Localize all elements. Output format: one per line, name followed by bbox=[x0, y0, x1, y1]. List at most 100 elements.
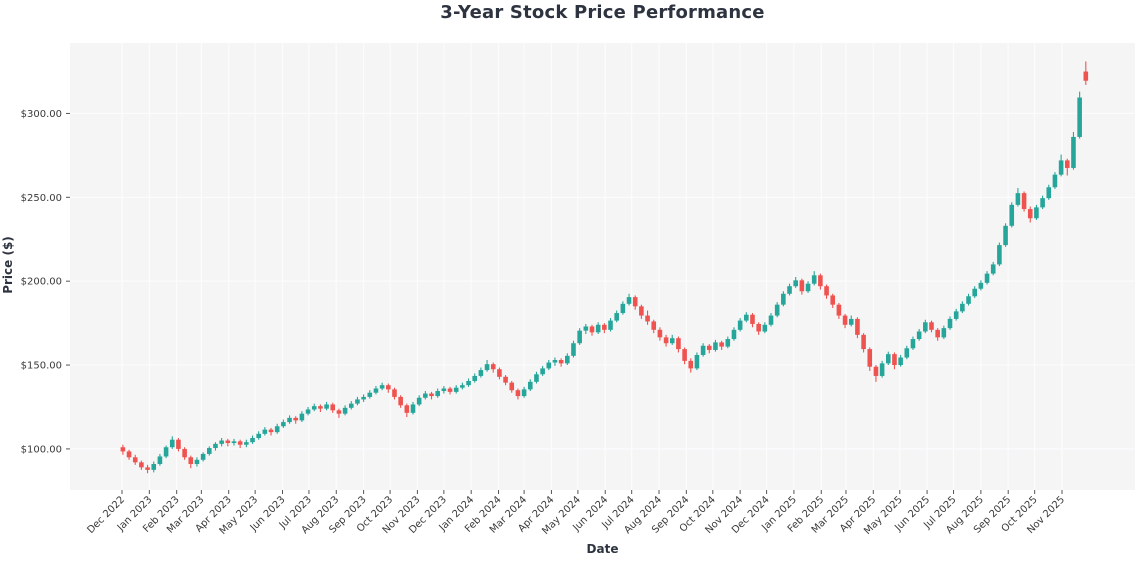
candle-body-up bbox=[250, 438, 255, 443]
candle-body-down bbox=[225, 440, 231, 444]
candle-body-down bbox=[688, 360, 694, 369]
candle-body-down bbox=[1083, 71, 1089, 81]
candle-body-up bbox=[805, 283, 811, 292]
candle-body-up bbox=[1058, 160, 1064, 175]
candle-body-down bbox=[318, 406, 323, 409]
candle-body-down bbox=[268, 429, 274, 433]
candle-body-up bbox=[546, 362, 552, 369]
candle-body-up bbox=[725, 339, 731, 347]
candle-body-up bbox=[885, 354, 891, 364]
candle-body-up bbox=[1015, 193, 1021, 205]
candle-body-up bbox=[1040, 198, 1045, 208]
plot-area-background bbox=[70, 43, 1135, 490]
candle-body-up bbox=[978, 282, 984, 289]
candle-body-down bbox=[336, 410, 342, 414]
candle-body-down bbox=[120, 447, 126, 452]
candle-body-down bbox=[558, 360, 564, 364]
candle-body-up bbox=[984, 273, 990, 283]
candle-body-down bbox=[935, 329, 940, 338]
candle-body-up bbox=[466, 380, 471, 386]
candle-body-up bbox=[169, 439, 175, 448]
candle-body-down bbox=[645, 315, 650, 322]
candle-body-up bbox=[997, 245, 1002, 265]
candle-body-up bbox=[478, 370, 484, 376]
candle-body-up bbox=[793, 280, 798, 287]
candle-body-up bbox=[305, 409, 311, 414]
candle-body-up bbox=[774, 304, 780, 316]
candle-body-up bbox=[916, 331, 922, 340]
candle-body-up bbox=[768, 315, 774, 325]
candle-body-down bbox=[892, 354, 897, 366]
candle-body-down bbox=[515, 390, 521, 397]
candle-body-up bbox=[274, 426, 280, 433]
candle-body-up bbox=[781, 293, 786, 305]
candle-body-up bbox=[694, 354, 700, 369]
candle-body-up bbox=[941, 328, 947, 338]
candle-body-down bbox=[237, 441, 243, 445]
candle-body-down bbox=[867, 349, 873, 367]
candle-body-down bbox=[392, 389, 397, 397]
candle-body-down bbox=[490, 364, 496, 370]
candle-body-down bbox=[861, 334, 866, 350]
candle-body-down bbox=[632, 297, 638, 307]
candle-body-up bbox=[1034, 207, 1039, 219]
candle-body-up bbox=[953, 311, 959, 319]
candle-body-up bbox=[355, 399, 360, 404]
candle-body-up bbox=[1071, 136, 1076, 168]
candle-body-down bbox=[503, 376, 508, 383]
candle-body-up bbox=[1052, 174, 1058, 188]
candle-body-up bbox=[534, 374, 539, 382]
candle-body-up bbox=[367, 392, 373, 397]
candle-body-down bbox=[706, 345, 712, 350]
candle-body-down bbox=[756, 323, 761, 332]
candle-body-up bbox=[990, 264, 996, 274]
candle-body-up bbox=[811, 275, 817, 284]
candle-body-down bbox=[293, 417, 299, 421]
candle-body-up bbox=[206, 448, 212, 454]
candle-body-up bbox=[410, 404, 416, 413]
candle-body-up bbox=[1009, 204, 1015, 226]
candle-body-down bbox=[799, 280, 805, 292]
candle-body-up bbox=[762, 324, 768, 332]
candle-body-up bbox=[287, 417, 292, 423]
candle-body-up bbox=[299, 413, 305, 421]
candle-body-down bbox=[639, 306, 644, 316]
candle-body-up bbox=[565, 355, 570, 364]
candle-body-down bbox=[509, 382, 515, 391]
candle-body-down bbox=[824, 286, 829, 296]
y-tick-label: $250.00 bbox=[21, 193, 62, 204]
candle-body-up bbox=[435, 391, 440, 397]
candle-body-up bbox=[879, 363, 885, 376]
chart-title: 3-Year Stock Price Performance bbox=[440, 2, 765, 23]
y-tick-label: $100.00 bbox=[21, 444, 62, 455]
candle-body-up bbox=[923, 322, 928, 332]
candle-body-down bbox=[176, 439, 181, 449]
candle-body-down bbox=[929, 322, 934, 330]
candle-body-down bbox=[1021, 193, 1027, 210]
candle-body-up bbox=[373, 388, 379, 393]
candle-body-down bbox=[830, 295, 836, 305]
candle-body-down bbox=[132, 457, 138, 463]
candle-body-up bbox=[1077, 97, 1082, 137]
candle-body-up bbox=[620, 303, 626, 314]
candle-body-down bbox=[1027, 209, 1033, 219]
candle-body-down bbox=[404, 405, 410, 413]
candle-body-up bbox=[577, 330, 582, 344]
candle-body-down bbox=[602, 324, 607, 330]
candle-body-up bbox=[972, 288, 978, 297]
candle-body-up bbox=[311, 406, 317, 410]
candle-body-up bbox=[744, 314, 749, 321]
candle-body-down bbox=[497, 369, 502, 377]
candle-body-up bbox=[571, 343, 576, 356]
candle-body-up bbox=[231, 441, 237, 444]
candle-body-up bbox=[281, 422, 286, 427]
candle-body-up bbox=[441, 388, 447, 392]
candle-body-up bbox=[460, 385, 465, 388]
candle-body-up bbox=[472, 375, 478, 381]
candle-body-up bbox=[1003, 225, 1008, 246]
candle-body-down bbox=[1064, 160, 1070, 168]
x-axis-label: Date bbox=[586, 542, 619, 556]
candle-body-up bbox=[219, 440, 224, 444]
candle-body-up bbox=[960, 303, 965, 312]
